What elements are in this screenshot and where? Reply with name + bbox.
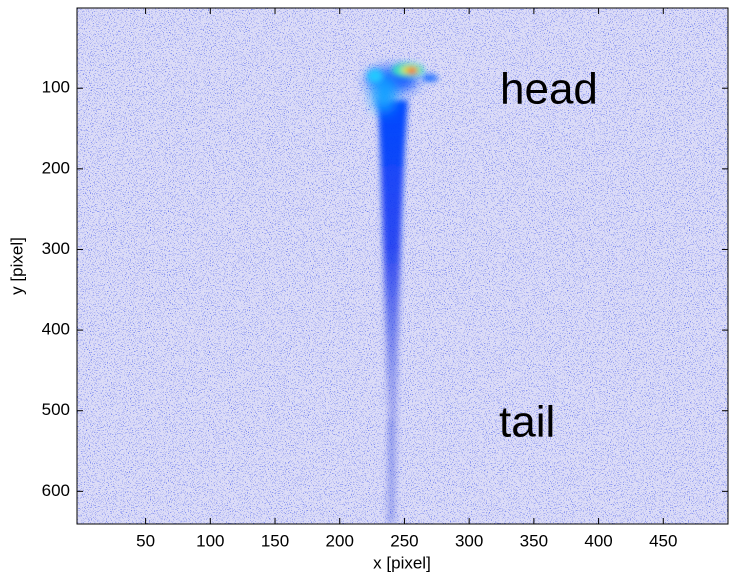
y-tick-label: 300 (42, 239, 70, 258)
image (77, 8, 728, 524)
y-tick-label: 500 (42, 400, 70, 419)
annotation: head (500, 65, 598, 114)
x-tick-label: 200 (326, 531, 354, 550)
y-tick-label: 600 (42, 481, 70, 500)
x-tick-label: 100 (196, 531, 224, 550)
axes-box (76, 7, 729, 525)
y-axis-label: y [pixel] (7, 237, 26, 295)
x-tick-label: 300 (455, 531, 483, 550)
x-tick-label: 150 (261, 531, 289, 550)
y-tick-label: 200 (42, 158, 70, 177)
x-axis-label: x [pixel] (373, 553, 431, 572)
x-tick-label: 400 (584, 531, 612, 550)
y-tick-label: 400 (42, 320, 70, 339)
x-tick-label: 250 (390, 531, 418, 550)
x-tick-label: 450 (649, 531, 677, 550)
x-tick-label: 50 (136, 531, 155, 550)
y-tick-label: 100 (42, 78, 70, 97)
x-tick-label: 350 (520, 531, 548, 550)
annotation: tail (499, 398, 555, 447)
